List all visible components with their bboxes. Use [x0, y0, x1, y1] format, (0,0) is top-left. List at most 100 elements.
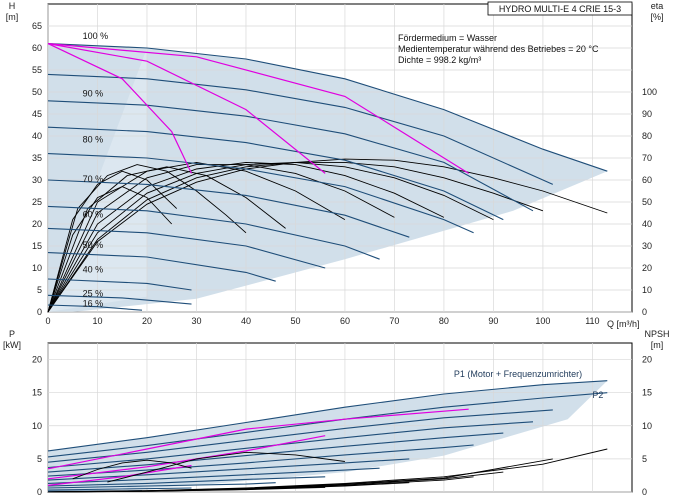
bottom-y-tick-4: 20 [32, 355, 42, 365]
npsh-curve-6 [47, 489, 192, 493]
top-y2-tick-9: 90 [642, 109, 652, 119]
top-y2-tick-1: 10 [642, 285, 652, 295]
top-y-tick-8: 40 [32, 131, 42, 141]
head-curve-8 [47, 252, 276, 282]
top-y2-tick-8: 80 [642, 131, 652, 141]
head-curve-11 [47, 304, 143, 311]
top-x-label: Q [m³/h] [607, 319, 640, 329]
bottom-y2-label: NPSH [644, 329, 669, 339]
top-x-tick-11: 110 [585, 316, 599, 326]
top-y2-tick-6: 60 [642, 175, 652, 185]
efficiency-curve-4 [47, 164, 395, 313]
top-x-tick-6: 60 [340, 316, 350, 326]
note-1: Medientemperatur während des Betriebes =… [398, 44, 599, 54]
bottom-y-unit: [kW] [3, 340, 21, 350]
bottom-y2-tick-4: 20 [642, 355, 652, 365]
head-curve-9 [47, 278, 192, 291]
note-2: Dichte = 998.2 kg/m³ [398, 55, 481, 65]
head-curve-10 [47, 294, 192, 305]
power-curve-5 [47, 444, 474, 477]
bottom-y2-unit: [m] [651, 340, 664, 350]
top-y2-tick-5: 50 [642, 197, 652, 207]
power-curve-2 [47, 409, 553, 463]
top-x-tick-0: 0 [45, 316, 50, 326]
top-y-tick-4: 20 [32, 219, 42, 229]
top-y-tick-6: 30 [32, 175, 42, 185]
power-curve-0 [47, 380, 608, 452]
speed-label-2: 80 % [83, 135, 104, 145]
power-label-1: P2 [592, 390, 603, 400]
power-mark-curve-0 [47, 408, 469, 470]
top-y2-tick-4: 40 [642, 219, 652, 229]
bottom-y2-tick-0: 0 [642, 487, 647, 497]
top-y-tick-3: 15 [32, 241, 42, 251]
head-curve-7 [47, 227, 326, 269]
top-y-unit: [m] [6, 12, 19, 22]
speed-label-0: 100 % [83, 31, 109, 41]
efficiency-curve-5 [47, 161, 346, 313]
top-y-tick-12: 60 [32, 43, 42, 53]
top-y2-tick-10: 100 [642, 87, 657, 97]
head-curve-3 [47, 126, 504, 221]
top-x-tick-5: 50 [290, 316, 300, 326]
head-curve-2 [47, 100, 534, 212]
note-0: Fördermedium = Wasser [398, 33, 497, 43]
top-y2-tick-7: 70 [642, 153, 652, 163]
bottom-y-tick-2: 10 [32, 421, 42, 431]
title-box [487, 1, 633, 16]
top-y-tick-9: 45 [32, 109, 42, 119]
head-curve-4 [47, 153, 474, 234]
power-label-0: P1 (Motor + Frequenzumrichter) [454, 369, 582, 379]
top-y2-label: eta [651, 1, 664, 11]
top-x-tick-8: 80 [439, 316, 449, 326]
speed-label-4: 60 % [83, 209, 104, 219]
top-x-tick-9: 90 [488, 316, 498, 326]
speed-label-5: 50 % [83, 240, 104, 250]
efficiency-curve-3 [47, 161, 445, 313]
top-operating-envelope [48, 43, 608, 312]
head-curve-0 [47, 43, 608, 172]
top-y-tick-13: 65 [32, 21, 42, 31]
speed-label-3: 70 % [83, 174, 104, 184]
chart-title: HYDRO MULTI-E 4 CRIE 15-3 [499, 4, 621, 14]
top-y-label: H [9, 1, 16, 11]
bottom-y-label: P [9, 329, 15, 339]
power-curve-4 [47, 432, 504, 473]
top-y2-tick-0: 0 [642, 307, 647, 317]
head-mark-curve-2 [47, 43, 470, 174]
top-y-tick-7: 35 [32, 153, 42, 163]
top-y-tick-2: 10 [32, 263, 42, 273]
top-x-tick-7: 70 [389, 316, 399, 326]
efficiency-curve-9 [47, 164, 247, 313]
head-curve-1 [47, 73, 554, 185]
bottom-y2-tick-2: 10 [642, 421, 652, 431]
head-curve-5 [47, 179, 410, 238]
bottom-extra-curve-0 [72, 459, 192, 480]
top-x-tick-4: 40 [241, 316, 251, 326]
power-curve-3 [47, 421, 534, 469]
power-mark-curve-2 [47, 464, 192, 486]
head-mark-curve-1 [47, 43, 326, 174]
speed-label-1: 90 % [83, 88, 104, 98]
head-mark-curve-0 [47, 43, 193, 174]
power-curve-6 [47, 458, 410, 481]
speed-label-8: 16 % [83, 299, 104, 309]
speed-label-6: 40 % [83, 264, 104, 274]
top-y-tick-10: 50 [32, 87, 42, 97]
power-curve-9 [47, 482, 276, 489]
bottom-extra-curve-1 [107, 451, 345, 483]
top-y2-unit: [%] [650, 12, 663, 22]
bottom-operating-envelope [48, 380, 608, 492]
power-curve-8 [47, 476, 326, 487]
efficiency-curve-7 [47, 186, 173, 313]
top-y-tick-1: 5 [37, 285, 42, 295]
top-y-tick-0: 0 [37, 307, 42, 317]
top-y-tick-11: 55 [32, 65, 42, 75]
head-curve-6 [47, 205, 380, 260]
bottom-y-tick-1: 5 [37, 454, 42, 464]
bottom-y2-tick-3: 15 [642, 388, 652, 398]
top-x-tick-1: 10 [92, 316, 102, 326]
speed-label-7: 25 % [83, 289, 104, 299]
